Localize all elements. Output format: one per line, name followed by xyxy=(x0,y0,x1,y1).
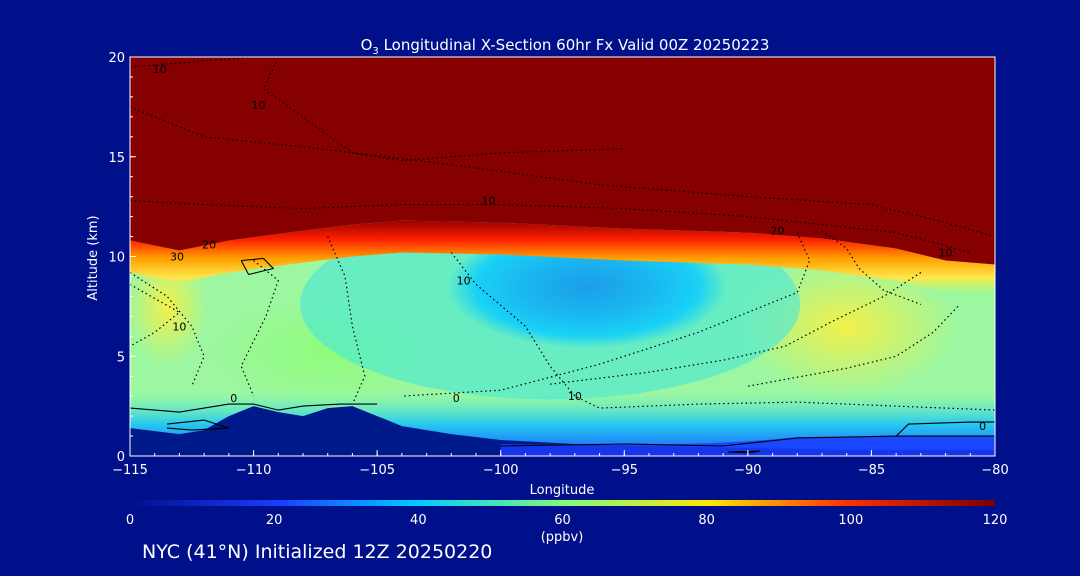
x-tick-label: −95 xyxy=(611,463,638,478)
x-tick-label: −115 xyxy=(112,463,148,478)
x-tick-label: −90 xyxy=(734,463,761,478)
y-tick-label: 0 xyxy=(117,450,125,465)
initialization-label: NYC (41°N) Initialized 12Z 20250220 xyxy=(142,541,493,563)
y-tick-label: 15 xyxy=(108,151,125,166)
contour-line xyxy=(550,271,922,385)
colorbar-tick-label: 20 xyxy=(266,513,283,528)
x-tick-label: −100 xyxy=(483,463,519,478)
colorbar-tick-label: 100 xyxy=(838,513,863,528)
y-tick-label: 5 xyxy=(117,350,125,365)
contour-label: 10 xyxy=(568,390,582,403)
contour-line xyxy=(401,232,811,397)
x-axis-label: Longitude xyxy=(530,483,595,498)
zero-contour-line xyxy=(500,435,995,447)
contour-label: 10 xyxy=(457,274,471,287)
stratosphere-region xyxy=(130,57,995,265)
zero-contour-line xyxy=(130,403,378,413)
plot-area: 10 10 10 20 30 10 10 20 10 10 0 0 0 xyxy=(130,57,995,456)
contour-label: 20 xyxy=(202,239,216,252)
contour-line xyxy=(821,230,922,305)
x-tick-label: −85 xyxy=(858,463,885,478)
colorbar-tick-label: 80 xyxy=(698,513,715,528)
contour-label: 30 xyxy=(170,250,184,263)
contour-label: 10 xyxy=(252,99,266,112)
contour-line xyxy=(130,271,205,387)
contour-line xyxy=(130,106,995,238)
colorbar-ticks: 0 20 40 60 80 100 120 xyxy=(126,513,1008,528)
x-tick-label: −110 xyxy=(236,463,272,478)
contour-line xyxy=(240,260,280,397)
contour-line xyxy=(262,57,625,162)
y-axis-label: Altitude (km) xyxy=(86,215,101,300)
y-tick-label: 20 xyxy=(108,51,125,66)
x-tick-label: −105 xyxy=(359,463,395,478)
contour-label: 0 xyxy=(453,392,460,405)
terrain xyxy=(130,406,995,456)
colorbar-units: (ppbv) xyxy=(541,530,584,545)
closed-contour xyxy=(240,257,275,276)
colorbar-tick-label: 0 xyxy=(126,513,134,528)
contour-label: 10 xyxy=(939,247,953,260)
y-axis: 0 5 10 15 20 xyxy=(108,51,136,465)
contour-line xyxy=(450,252,995,411)
contour-label: 10 xyxy=(153,63,167,76)
colorbar-tick-label: 120 xyxy=(983,513,1008,528)
tropopause-gradient-band xyxy=(130,220,995,297)
y-tick-label: 10 xyxy=(108,251,125,266)
contour-label: 0 xyxy=(230,392,237,405)
zero-contour-line xyxy=(895,421,995,437)
contour-label: 0 xyxy=(979,420,986,433)
contour-line xyxy=(747,305,959,387)
zero-contour-line xyxy=(167,419,230,431)
chart-title: O3 Longitudinal X-Section 60hr Fx Valid … xyxy=(361,36,770,57)
colorbar-tick-label: 60 xyxy=(554,513,571,528)
x-axis: −115 −110 −105 −100 −95 −90 −85 −80 xyxy=(112,450,1009,478)
colorbar xyxy=(130,500,995,506)
x-tick-label: −80 xyxy=(981,463,1008,478)
contour-label: 10 xyxy=(481,195,495,208)
contour-label: 20 xyxy=(771,225,785,238)
contour-label: 10 xyxy=(172,320,186,333)
zero-contour-line xyxy=(728,450,761,454)
colorbar-tick-label: 40 xyxy=(410,513,427,528)
contour-line xyxy=(130,283,181,347)
